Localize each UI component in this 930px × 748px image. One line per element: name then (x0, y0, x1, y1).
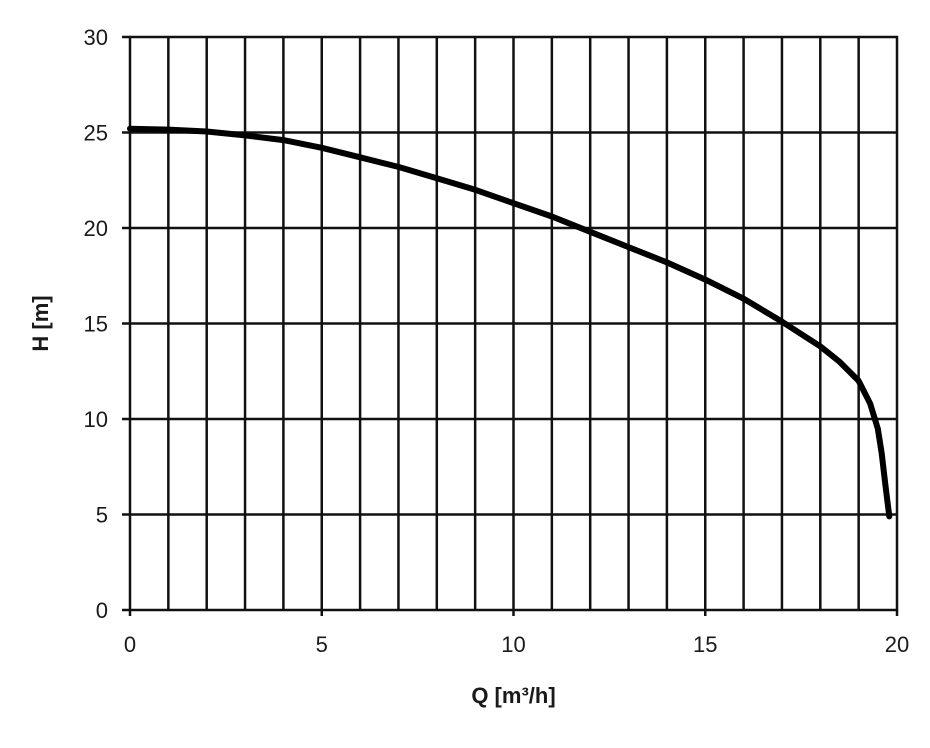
pump-curve-line (127, 125, 893, 520)
y-tick-label: 30 (84, 25, 108, 50)
y-tick-label: 10 (84, 407, 108, 432)
y-tick-label: 5 (96, 503, 108, 528)
y-tick-label: 15 (84, 312, 108, 337)
x-tick-label: 20 (885, 632, 909, 657)
grid-lines (122, 35, 899, 616)
plot-frame (128, 35, 899, 612)
x-tick-label: 15 (693, 632, 717, 657)
y-tick-labels: 0 5 10 15 20 25 30 (84, 25, 108, 623)
curve-layer (127, 125, 893, 520)
y-tick-label: 25 (84, 121, 108, 146)
y-tick-label: 20 (84, 216, 108, 241)
x-tick-label: 5 (316, 632, 328, 657)
x-tick-label: 0 (124, 632, 136, 657)
x-axis-title: Q [m³/h] (471, 683, 555, 708)
x-tick-labels: 0 5 10 15 20 (124, 632, 909, 657)
y-tick-label: 0 (96, 598, 108, 623)
y-axis-title: H [m] (28, 295, 53, 351)
x-tick-label: 10 (501, 632, 525, 657)
